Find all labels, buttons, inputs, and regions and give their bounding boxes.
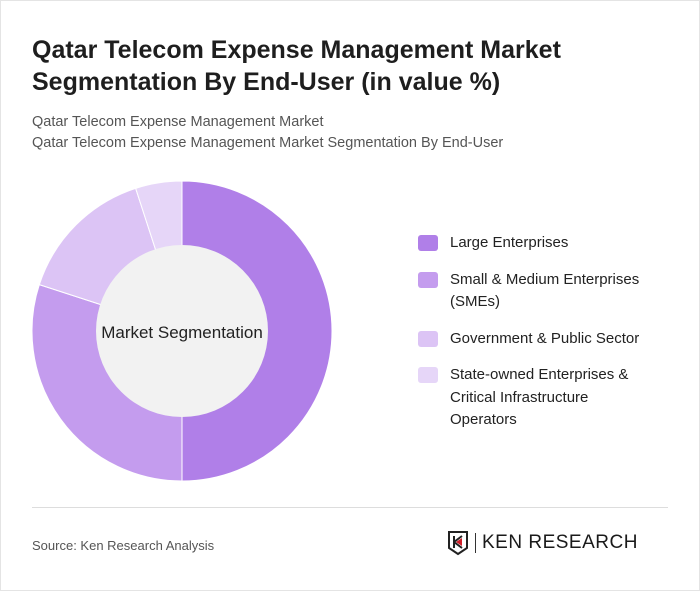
ken-research-logo: KEN RESEARCH [447, 530, 638, 556]
donut-center [96, 245, 268, 417]
chart-subtitle: Qatar Telecom Expense Management Market [32, 114, 324, 130]
legend-item: Large Enterprises [418, 232, 678, 255]
legend-item: Government & Public Sector [418, 328, 678, 351]
chart-title: Qatar Telecom Expense Management Market … [32, 36, 561, 96]
logo-text: KEN RESEARCH [482, 532, 638, 553]
donut-chart: Market Segmentation [31, 180, 333, 482]
chart-subtitle-2: Qatar Telecom Expense Management Market … [32, 135, 504, 151]
source-note: Source: Ken Research Analysis [32, 538, 215, 553]
logo-emblem-icon [448, 531, 468, 556]
legend-label: Large Enterprises [450, 234, 569, 251]
legend-swatch [418, 235, 438, 251]
legend-label: Government & Public Sector [450, 329, 640, 347]
legend-label: Small & Medium Enterprises (SMEs) [450, 270, 640, 311]
legend-swatch [418, 330, 438, 347]
legend: Large Enterprises Small & Medium Enterpr… [418, 232, 678, 446]
legend-item: State-owned Enterprises & Critical Infra… [418, 364, 678, 432]
legend-swatch [418, 367, 438, 383]
legend-item: Small & Medium Enterprises (SMEs) [418, 269, 678, 314]
legend-swatch [418, 271, 438, 288]
center-label: Market Segmentation [101, 323, 263, 342]
legend-label: State-owned Enterprises & Critical Infra… [450, 366, 629, 428]
divider [32, 507, 668, 508]
